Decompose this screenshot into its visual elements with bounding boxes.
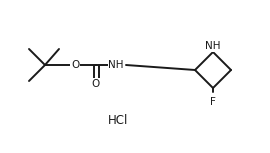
Text: F: F bbox=[210, 97, 216, 107]
Text: NH: NH bbox=[108, 60, 124, 70]
Text: O: O bbox=[71, 60, 79, 70]
Text: NH: NH bbox=[205, 41, 221, 51]
Text: HCl: HCl bbox=[108, 114, 128, 127]
Text: O: O bbox=[92, 79, 100, 89]
